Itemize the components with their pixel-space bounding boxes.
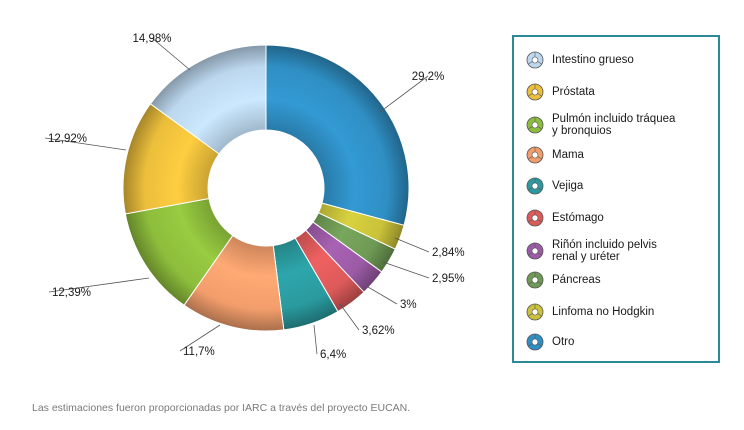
leader-line-2 — [48, 277, 150, 293]
legend-item: Estómago — [526, 209, 716, 227]
legend-label: Otro — [552, 336, 574, 348]
legend-label: Intestino grueso — [552, 54, 634, 66]
legend-swatch-icon — [526, 271, 544, 289]
legend-label-line: renal y uréter — [552, 251, 620, 263]
percentage-label-4: 6,4% — [320, 349, 346, 361]
percentage-label-1: 12,92% — [48, 133, 87, 145]
legend-swatch-icon — [526, 303, 544, 321]
legend-label: Riñón incluido pelvis renal y uréter — [552, 239, 657, 263]
donut-chart: 29,2% 2,84% 2,95% 3% 3,62% 6,4% 11,7% 12,39% 12,… — [44, 33, 465, 361]
legend-label-line: Páncreas — [552, 274, 601, 286]
percentage-label-0: 14,98% — [132, 33, 171, 45]
legend-label-line: Pulmón incluido tráquea — [552, 113, 676, 125]
label-leader-lines — [44, 37, 430, 355]
percentage-label-9: 29,2% — [412, 71, 445, 83]
legend-item: Vejiga — [526, 177, 716, 195]
legend-label-line: Estómago — [552, 212, 604, 224]
legend-swatch-icon — [526, 146, 544, 164]
legend-item: Pulmón incluido tráquea y bronquios — [526, 113, 716, 137]
percentage-label-3: 11,7% — [183, 346, 215, 358]
legend-label: Vejiga — [552, 180, 583, 192]
legend-label-line: Próstata — [552, 86, 595, 98]
legend-swatch-icon — [526, 83, 544, 101]
leader-line-1 — [44, 137, 127, 151]
legend-swatch-icon — [526, 51, 544, 69]
donut-slices — [122, 44, 410, 332]
legend: Intestino grueso Próstata Pulmón incluido … — [512, 35, 720, 363]
leader-line-0 — [151, 37, 191, 71]
percentage-label-2: 12,39% — [52, 287, 91, 299]
leader-line-7 — [382, 261, 430, 279]
legend-item: Linfoma no Hodgkin — [526, 303, 716, 321]
source-footnote: Las estimaciones fueron proporcionadas p… — [32, 402, 411, 414]
percentage-label-8: 2,84% — [432, 247, 465, 259]
legend-swatch-icon — [526, 116, 544, 134]
leader-line-4 — [313, 324, 318, 355]
legend-item: Páncreas — [526, 271, 716, 289]
legend-label: Mama — [552, 149, 584, 161]
legend-item: Mama — [526, 146, 716, 164]
leader-line-5 — [339, 303, 360, 331]
legend-label: Pulmón incluido tráquea y bronquios — [552, 113, 675, 137]
legend-label: Estómago — [552, 212, 604, 224]
legend-label-line: Vejiga — [552, 180, 584, 192]
legend-swatch-icon — [526, 333, 544, 351]
legend-label-line: Riñón incluido pelvis — [552, 239, 657, 251]
legend-label: Linfoma no Hodgkin — [552, 306, 654, 318]
legend-item: Próstata — [526, 83, 716, 101]
legend-item: Otro — [526, 333, 716, 351]
legend-swatch-icon — [526, 177, 544, 195]
percentage-labels: 29,2% 2,84% 2,95% 3% 3,62% 6,4% 11,7% 12,39% 12,… — [48, 33, 465, 361]
leader-line-9 — [379, 75, 429, 113]
legend-swatch-icon — [526, 242, 544, 260]
legend-label-line: Otro — [552, 336, 575, 348]
legend-swatch-icon — [526, 209, 544, 227]
legend-label: Próstata — [552, 86, 595, 98]
percentage-label-6: 3% — [400, 299, 417, 311]
legend-item: Riñón incluido pelvis renal y uréter — [526, 239, 716, 263]
legend-label-line: Mama — [552, 149, 584, 161]
legend-label: Páncreas — [552, 274, 601, 286]
percentage-label-5: 3,62% — [362, 325, 395, 337]
legend-label-line: Intestino grueso — [552, 54, 634, 66]
leader-line-8 — [394, 237, 430, 253]
legend-label-line: Linfoma no Hodgkin — [552, 306, 655, 318]
legend-item: Intestino grueso — [526, 51, 716, 69]
donut-hole — [208, 130, 324, 246]
leader-line-6 — [367, 286, 398, 305]
leader-line-3 — [179, 324, 221, 352]
legend-label-line: y bronquios — [552, 125, 612, 137]
percentage-label-7: 2,95% — [432, 273, 465, 285]
